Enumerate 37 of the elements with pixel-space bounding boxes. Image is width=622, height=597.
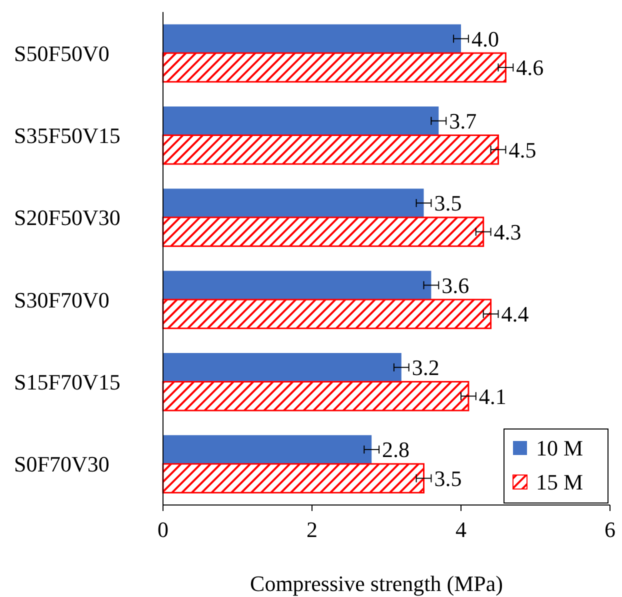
data-label: 4.6 xyxy=(516,55,544,80)
bar xyxy=(163,188,424,218)
bar xyxy=(162,381,470,412)
y-tick-label: S30F70V0 xyxy=(14,287,110,312)
bar xyxy=(163,106,439,136)
legend-label: 15 M xyxy=(536,470,584,495)
data-label: 3.5 xyxy=(434,466,462,491)
bar xyxy=(163,435,372,464)
x-tick-label: 6 xyxy=(604,517,616,542)
bar xyxy=(163,270,432,300)
x-tick-label: 0 xyxy=(158,517,168,542)
data-label: 3.6 xyxy=(442,272,470,298)
bar xyxy=(162,216,484,247)
legend-label: 10 M xyxy=(536,436,584,461)
y-tick-label: S0F70V30 xyxy=(14,452,110,477)
data-label: 4.0 xyxy=(471,26,499,52)
bar xyxy=(162,134,499,165)
bar xyxy=(163,24,461,54)
x-tick-label: 2 xyxy=(306,517,318,542)
data-label: 3.5 xyxy=(434,190,462,216)
bar xyxy=(163,352,402,382)
bar xyxy=(162,52,506,83)
bar xyxy=(162,298,492,330)
data-label: 4.1 xyxy=(478,384,506,409)
data-label: 4.5 xyxy=(508,137,536,162)
y-tick-label: S35F50V15 xyxy=(14,122,120,148)
data-label: 2.8 xyxy=(382,437,410,462)
y-tick-label: S20F50V30 xyxy=(14,205,120,230)
bar xyxy=(162,463,424,494)
data-label: 3.2 xyxy=(412,355,440,380)
data-label: 4.4 xyxy=(501,302,529,327)
data-label: 4.3 xyxy=(494,219,522,244)
x-axis-title: Compressive strength (MPa) xyxy=(250,571,503,596)
data-label: 3.7 xyxy=(449,108,477,134)
x-tick-label: 4 xyxy=(456,517,466,542)
y-tick-label: S50F50V0 xyxy=(14,40,110,66)
y-tick-label: S15F70V15 xyxy=(14,369,120,394)
